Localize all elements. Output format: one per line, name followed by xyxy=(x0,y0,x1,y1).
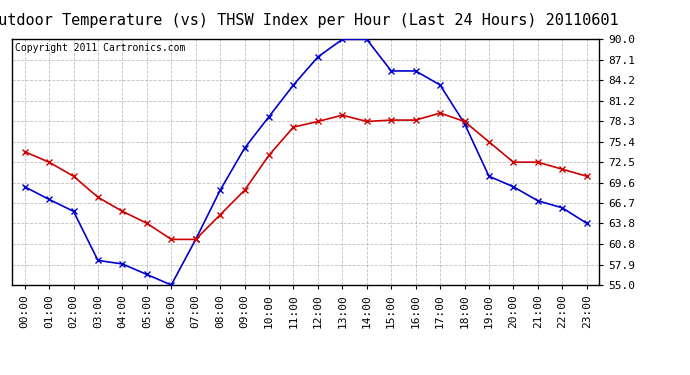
Text: Copyright 2011 Cartronics.com: Copyright 2011 Cartronics.com xyxy=(15,43,186,53)
Text: Outdoor Temperature (vs) THSW Index per Hour (Last 24 Hours) 20110601: Outdoor Temperature (vs) THSW Index per … xyxy=(0,13,618,28)
